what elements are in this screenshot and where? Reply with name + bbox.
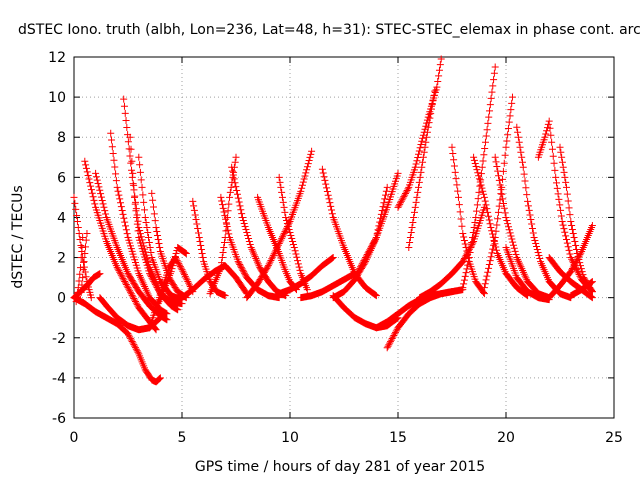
plus-markers — [567, 278, 596, 300]
plus-markers — [297, 270, 359, 302]
data-arc — [189, 197, 229, 300]
plus-markers — [383, 286, 467, 352]
y-tick-label: -2 — [52, 331, 66, 347]
y-tick-labels: -6 -4 -2 0 2 4 6 8 10 12 — [48, 50, 66, 427]
data-arc — [318, 165, 380, 300]
plus-markers — [405, 87, 439, 252]
data-arc — [92, 169, 171, 324]
plus-markers — [318, 165, 380, 300]
plus-markers — [480, 93, 516, 292]
y-tick-label: 10 — [48, 90, 66, 106]
data-arc — [567, 278, 596, 300]
data-arc — [70, 294, 164, 386]
data-arcs — [70, 55, 596, 386]
plus-markers — [154, 244, 190, 308]
y-tick-label: 8 — [57, 130, 66, 146]
plus-markers — [70, 294, 164, 386]
y-tick-label: 2 — [57, 251, 66, 267]
data-arc — [351, 169, 402, 282]
y-tick-label: 12 — [48, 50, 66, 66]
data-arc — [297, 270, 359, 302]
data-arc — [491, 153, 553, 302]
data-arc — [243, 147, 316, 302]
data-arc — [513, 123, 575, 302]
y-tick-label: -4 — [52, 371, 66, 387]
chart-title: dSTEC Iono. truth (albh, Lon=236, Lat=48… — [18, 22, 640, 38]
x-tick-labels: 0 5 10 15 20 25 — [70, 430, 623, 446]
x-tick-label: 5 — [178, 430, 187, 446]
plus-markers — [448, 143, 488, 298]
data-arc — [76, 229, 91, 304]
data-arc — [405, 87, 439, 252]
plus-markers — [491, 153, 553, 302]
x-axis-label: GPS time / hours of day 281 of year 2015 — [195, 459, 485, 475]
grid — [74, 57, 614, 418]
data-arc — [502, 244, 553, 304]
y-tick-label: -6 — [52, 411, 66, 427]
x-tick-label: 0 — [70, 430, 79, 446]
x-tick-label: 15 — [389, 430, 407, 446]
y-axis-label: dSTEC / TECUs — [10, 185, 26, 288]
y-tick-label: 0 — [57, 291, 66, 307]
plus-markers — [470, 153, 532, 300]
plot-frame — [73, 56, 615, 419]
plus-markers — [513, 123, 575, 302]
plus-markers — [502, 244, 553, 304]
axis-ticks — [73, 56, 615, 419]
x-tick-label: 25 — [605, 430, 623, 446]
data-arc — [275, 173, 311, 294]
data-arc — [154, 244, 190, 308]
data-arc — [470, 153, 532, 300]
data-arc — [480, 93, 516, 292]
y-tick-label: 6 — [57, 170, 66, 186]
x-tick-label: 20 — [497, 430, 515, 446]
plus-markers — [189, 197, 229, 300]
data-arc — [383, 286, 467, 352]
plus-markers — [107, 129, 171, 318]
data-arc — [254, 193, 300, 294]
plus-markers — [243, 147, 316, 302]
data-arc — [448, 143, 488, 298]
data-arc — [107, 129, 171, 318]
plus-markers — [351, 169, 402, 282]
plus-markers — [254, 193, 300, 294]
x-tick-label: 10 — [281, 430, 299, 446]
y-tick-label: 4 — [57, 210, 66, 226]
plus-markers — [275, 173, 311, 294]
plus-markers — [76, 229, 91, 304]
plus-markers — [92, 169, 171, 324]
